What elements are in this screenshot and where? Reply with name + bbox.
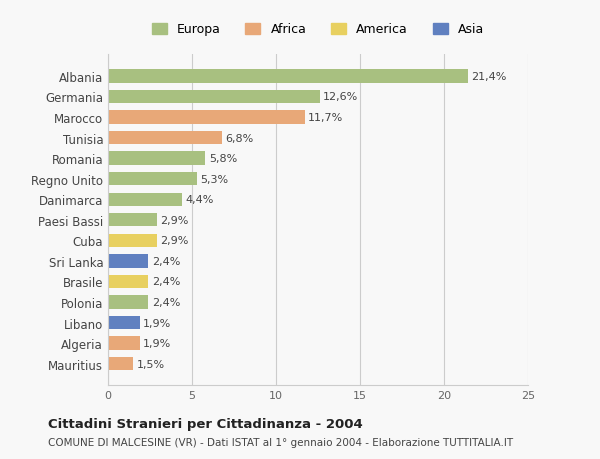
Text: 21,4%: 21,4%	[471, 72, 506, 82]
Bar	[108, 111, 305, 124]
Text: 1,5%: 1,5%	[137, 359, 164, 369]
Text: 6,8%: 6,8%	[226, 133, 254, 143]
Text: 11,7%: 11,7%	[308, 113, 343, 123]
Bar	[108, 152, 205, 165]
Text: 2,4%: 2,4%	[152, 256, 180, 266]
Bar	[108, 173, 197, 186]
Bar	[108, 70, 467, 84]
Text: 2,4%: 2,4%	[152, 277, 180, 287]
Text: 12,6%: 12,6%	[323, 92, 358, 102]
Bar	[108, 275, 148, 289]
Bar	[108, 90, 320, 104]
Bar	[108, 255, 148, 268]
Bar	[108, 296, 148, 309]
Legend: Europa, Africa, America, Asia: Europa, Africa, America, Asia	[146, 18, 490, 41]
Text: 2,9%: 2,9%	[160, 236, 188, 246]
Bar	[108, 132, 222, 145]
Bar	[108, 234, 157, 247]
Text: 2,9%: 2,9%	[160, 215, 188, 225]
Text: COMUNE DI MALCESINE (VR) - Dati ISTAT al 1° gennaio 2004 - Elaborazione TUTTITAL: COMUNE DI MALCESINE (VR) - Dati ISTAT al…	[48, 437, 513, 447]
Bar	[108, 213, 157, 227]
Text: 5,3%: 5,3%	[200, 174, 229, 185]
Bar	[108, 357, 133, 370]
Text: 5,8%: 5,8%	[209, 154, 237, 164]
Bar	[108, 337, 140, 350]
Text: 1,9%: 1,9%	[143, 338, 172, 348]
Text: 1,9%: 1,9%	[143, 318, 172, 328]
Text: Cittadini Stranieri per Cittadinanza - 2004: Cittadini Stranieri per Cittadinanza - 2…	[48, 417, 363, 430]
Bar	[108, 193, 182, 207]
Bar	[108, 316, 140, 330]
Text: 2,4%: 2,4%	[152, 297, 180, 308]
Text: 4,4%: 4,4%	[185, 195, 214, 205]
